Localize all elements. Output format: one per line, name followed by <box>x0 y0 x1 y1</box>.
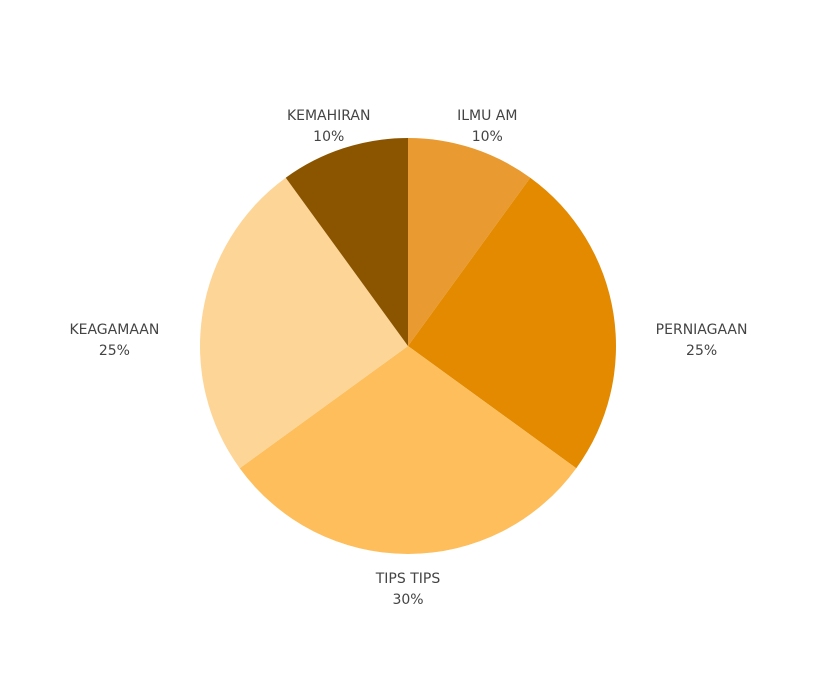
slice-label: KEMAHIRAN <box>287 108 371 124</box>
pie-slice <box>408 138 531 346</box>
pie-slice <box>285 138 408 346</box>
slice-value-label: 10% <box>472 129 503 145</box>
slice-value-label: 25% <box>686 343 717 359</box>
slice-value-label: 30% <box>392 592 423 608</box>
pie-slice <box>200 177 408 469</box>
slice-value-label: 10% <box>313 129 344 145</box>
slice-value-label: 25% <box>99 343 130 359</box>
slice-label: PERNIAGAAN <box>656 322 748 338</box>
slice-label: TIPS TIPS <box>375 571 441 587</box>
slice-label: KEAGAMAAN <box>69 322 159 338</box>
slice-label: ILMU AM <box>457 108 517 124</box>
pie-slice <box>239 346 577 554</box>
pie-slice <box>408 177 617 469</box>
